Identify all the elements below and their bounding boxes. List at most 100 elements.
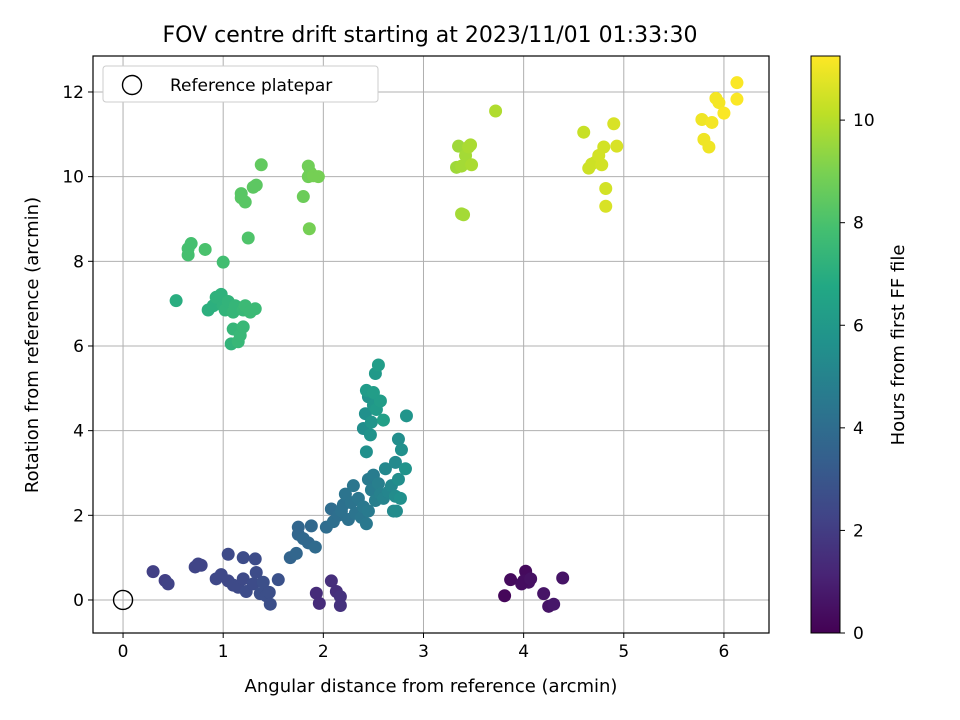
scatter-point [391,472,405,486]
x-tick-label: 6 [719,642,730,662]
scatter-point [146,565,160,579]
scatter-point [333,598,347,612]
scatter-point [324,574,338,588]
scatter-point [389,504,403,518]
scatter-point [312,596,326,610]
x-tick-label: 1 [218,642,229,662]
scatter-point [599,199,613,213]
x-tick-label: 5 [618,642,629,662]
scatter-point [191,557,205,571]
y-tick-label: 0 [73,591,84,611]
scatter-point [296,190,310,204]
y-tick-label: 12 [62,83,84,103]
scatter-point [359,517,373,531]
scatter-point [254,158,268,172]
x-axis-label: Angular distance from reference (arcmin) [245,676,618,697]
colorbar-tick-label: 0 [853,624,864,644]
scatter-point [391,432,405,446]
x-tick-label: 4 [518,642,529,662]
scatter-point [717,106,731,120]
scatter-point [452,139,466,153]
scatter-point [388,455,402,469]
grid [93,56,769,633]
scatter-point [246,577,260,591]
y-tick-label: 10 [62,168,84,188]
scatter-point [184,237,198,251]
scatter-point [730,92,744,106]
scatter-point [371,358,385,372]
legend-box [102,65,379,103]
scatter-point [236,320,250,334]
scatter-point [371,477,385,491]
scatter-point [361,504,375,518]
colorbar-ticks: 0 2 4 6 8 10 [840,111,875,644]
scatter-point [399,409,413,423]
scatter-point [455,207,469,221]
scatter-point [309,586,323,600]
scatter-point [695,112,709,126]
scatter-point [249,565,263,579]
colorbar-tick-label: 6 [853,316,864,336]
scatter-point [289,546,303,560]
scatter-point [236,551,250,565]
scatter-point [524,572,538,586]
scatter-point [291,520,305,534]
scatter-point [262,585,276,599]
colorbar-tick-label: 10 [853,111,875,131]
scatter-point [241,231,255,245]
y-axis-ticks: 0 2 4 6 8 10 12 [62,83,93,611]
reference-marker [112,589,134,611]
reference-platepar-point [112,589,134,611]
scatter-point [556,571,570,585]
scatter-point [366,386,380,400]
scatter-point [346,479,360,493]
scatter-point [504,573,518,587]
scatter-point [271,573,285,587]
scatter-point [333,590,347,604]
colorbar-label: Hours from first FF file [888,245,909,446]
scatter-point [376,413,390,427]
y-tick-label: 8 [73,252,84,272]
scatter-point [263,597,277,611]
x-tick-label: 3 [418,642,429,662]
colorbar-tick-label: 4 [853,419,864,439]
chart-title: FOV centre drift starting at 2023/11/01 … [163,23,698,48]
y-tick-label: 4 [73,422,84,442]
scatter-point [161,577,175,591]
scatter-point [398,462,412,476]
scatter-point [364,415,378,429]
scatter-points [146,76,744,613]
scatter-point [455,159,469,173]
scatter-point [248,552,262,566]
colorbar-tick-label: 8 [853,214,864,234]
scatter-point [198,242,212,256]
colorbar-gradient [810,55,841,634]
legend-entry-reference: Reference platepar [170,76,332,96]
colorbar-tick-label: 2 [853,521,864,541]
scatter-point [705,115,719,129]
legend-reference-marker [121,74,143,96]
scatter-point [712,96,726,110]
x-tick-label: 0 [118,642,129,662]
scatter-point [359,445,373,459]
scatter-point [537,587,551,601]
scatter-point [216,255,230,269]
scatter-point [702,140,716,154]
y-axis-label: Rotation from reference (arcmin) [22,197,43,493]
colorbar: 0 2 4 6 8 10 Hours from first FF file [810,55,909,644]
scatter-point [599,182,613,196]
scatter-point [394,443,408,457]
x-tick-label: 2 [318,642,329,662]
scatter-point [547,597,561,611]
scatter-point [607,117,621,131]
y-tick-label: 2 [73,506,84,526]
scatter-point [597,140,611,154]
scatter-point [393,491,407,505]
scatter-point [169,294,183,308]
legend: Reference platepar [102,65,379,103]
scatter-point [378,462,392,476]
scatter-point [304,519,318,533]
scatter-point [311,170,325,184]
scatter-point [730,76,744,90]
